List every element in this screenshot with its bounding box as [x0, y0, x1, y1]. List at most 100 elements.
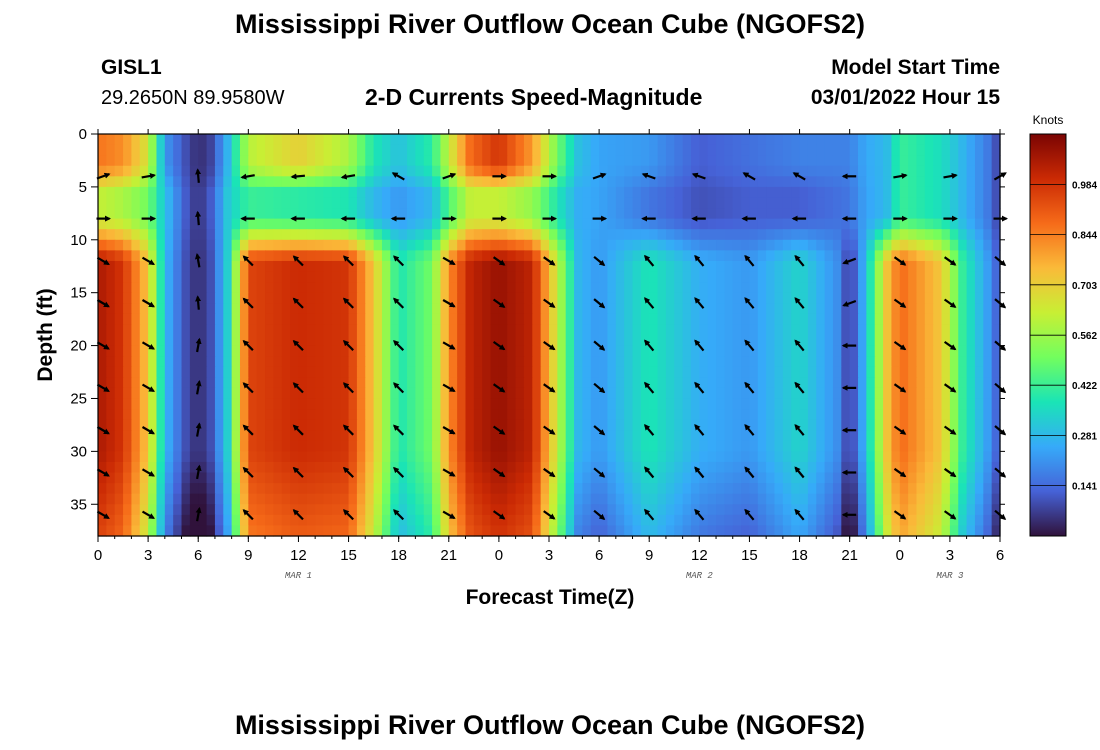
- current-arrow: [744, 381, 755, 394]
- heatmap-cell: [181, 303, 191, 315]
- heatmap-cell: [899, 282, 909, 294]
- heatmap-cell: [398, 398, 408, 410]
- heatmap-cell: [356, 472, 366, 484]
- heatmap-cell: [356, 409, 366, 421]
- heatmap-cell: [949, 271, 959, 283]
- heatmap-cell: [966, 493, 976, 505]
- heatmap-cell: [766, 303, 776, 315]
- heatmap-cell: [924, 271, 934, 283]
- heatmap-cell: [281, 250, 291, 262]
- heatmap-cell: [540, 356, 550, 368]
- heatmap-cell: [565, 208, 575, 220]
- heatmap-cell: [532, 260, 542, 273]
- current-arrow: [96, 383, 110, 393]
- heatmap-cell: [599, 345, 609, 357]
- heatmap-cell: [983, 461, 993, 474]
- heatmap-cell: [832, 483, 842, 495]
- heatmap-cell: [791, 303, 801, 315]
- heatmap-cell: [223, 313, 233, 326]
- heatmap-cell: [615, 493, 625, 505]
- heatmap-cell: [231, 419, 241, 431]
- heatmap-cell: [649, 176, 659, 188]
- heatmap-cell: [214, 155, 224, 167]
- heatmap-cell: [281, 260, 291, 273]
- heatmap-cell: [933, 303, 943, 315]
- heatmap-cell: [716, 186, 725, 199]
- heatmap-cell: [874, 176, 884, 188]
- heatmap-cell: [774, 430, 784, 442]
- heatmap-cell: [966, 409, 976, 421]
- heatmap-cell: [515, 229, 525, 241]
- heatmap-cell: [690, 144, 700, 156]
- heatmap-cell: [991, 398, 1001, 410]
- heatmap-cell: [774, 176, 784, 188]
- heatmap-cell: [340, 144, 350, 156]
- heatmap-cell: [624, 440, 634, 452]
- heatmap-cell: [690, 398, 700, 410]
- heatmap-cell: [874, 345, 884, 357]
- heatmap-cell: [941, 461, 951, 474]
- heatmap-cell: [707, 514, 717, 527]
- heatmap-cell: [423, 144, 433, 156]
- heatmap-cell: [916, 356, 926, 368]
- heatmap-cell: [916, 239, 926, 251]
- heatmap-cell: [724, 250, 734, 262]
- heatmap-cell: [866, 197, 876, 209]
- heatmap-cell: [632, 303, 642, 315]
- heatmap-cell: [891, 398, 901, 410]
- heatmap-cell: [866, 419, 876, 431]
- heatmap-cell: [365, 366, 375, 378]
- heatmap-cell: [148, 313, 158, 326]
- heatmap-cell: [841, 451, 851, 463]
- y-tick-label: 35: [70, 496, 87, 513]
- heatmap-cell: [674, 356, 684, 368]
- heatmap-cell: [407, 419, 416, 431]
- heatmap-cell: [933, 218, 943, 230]
- heatmap-cell: [131, 335, 141, 347]
- heatmap-cell: [991, 197, 1001, 209]
- heatmap-cell: [682, 186, 692, 199]
- heatmap-cell: [348, 260, 358, 273]
- heatmap-cell: [557, 525, 567, 537]
- heatmap-cell: [757, 144, 767, 156]
- x-tick-label: 18: [791, 547, 808, 564]
- heatmap-cell: [440, 218, 450, 230]
- heatmap-cell: [273, 282, 283, 294]
- heatmap-cell: [490, 398, 500, 410]
- heatmap-cell: [181, 260, 191, 273]
- heatmap-cell: [323, 345, 333, 357]
- heatmap-cell: [407, 504, 416, 516]
- heatmap-cell: [465, 387, 475, 400]
- heatmap-cell: [306, 134, 316, 146]
- heatmap-cell: [114, 197, 124, 209]
- heatmap-cell: [690, 165, 700, 177]
- heatmap-cell: [657, 440, 667, 452]
- heatmap-cell: [423, 229, 433, 241]
- heatmap-cell: [239, 186, 249, 199]
- heatmap-cell: [248, 197, 258, 209]
- heatmap-cell: [98, 366, 107, 378]
- heatmap-cell: [340, 387, 350, 400]
- heatmap-cell: [198, 525, 208, 537]
- heatmap-cell: [256, 229, 266, 241]
- heatmap-cell: [590, 483, 600, 495]
- heatmap-cell: [949, 144, 959, 156]
- heatmap-cell: [549, 218, 558, 230]
- heatmap-cell: [841, 165, 851, 177]
- heatmap-cell: [574, 461, 584, 474]
- heatmap-cell: [198, 419, 208, 431]
- heatmap-cell: [290, 239, 300, 251]
- current-arrow: [794, 339, 805, 352]
- heatmap-cell: [599, 229, 609, 241]
- heatmap-cell: [582, 472, 592, 484]
- heatmap-cell: [958, 176, 968, 188]
- heatmap-cell: [816, 461, 826, 474]
- heatmap-cell: [657, 324, 667, 336]
- heatmap-cell: [106, 250, 116, 262]
- heatmap-cell: [766, 186, 776, 199]
- heatmap-cell: [774, 197, 784, 209]
- heatmap-cell: [148, 208, 158, 220]
- heatmap-cell: [757, 493, 767, 505]
- heatmap-cell: [173, 197, 183, 209]
- heatmap-cell: [565, 260, 575, 273]
